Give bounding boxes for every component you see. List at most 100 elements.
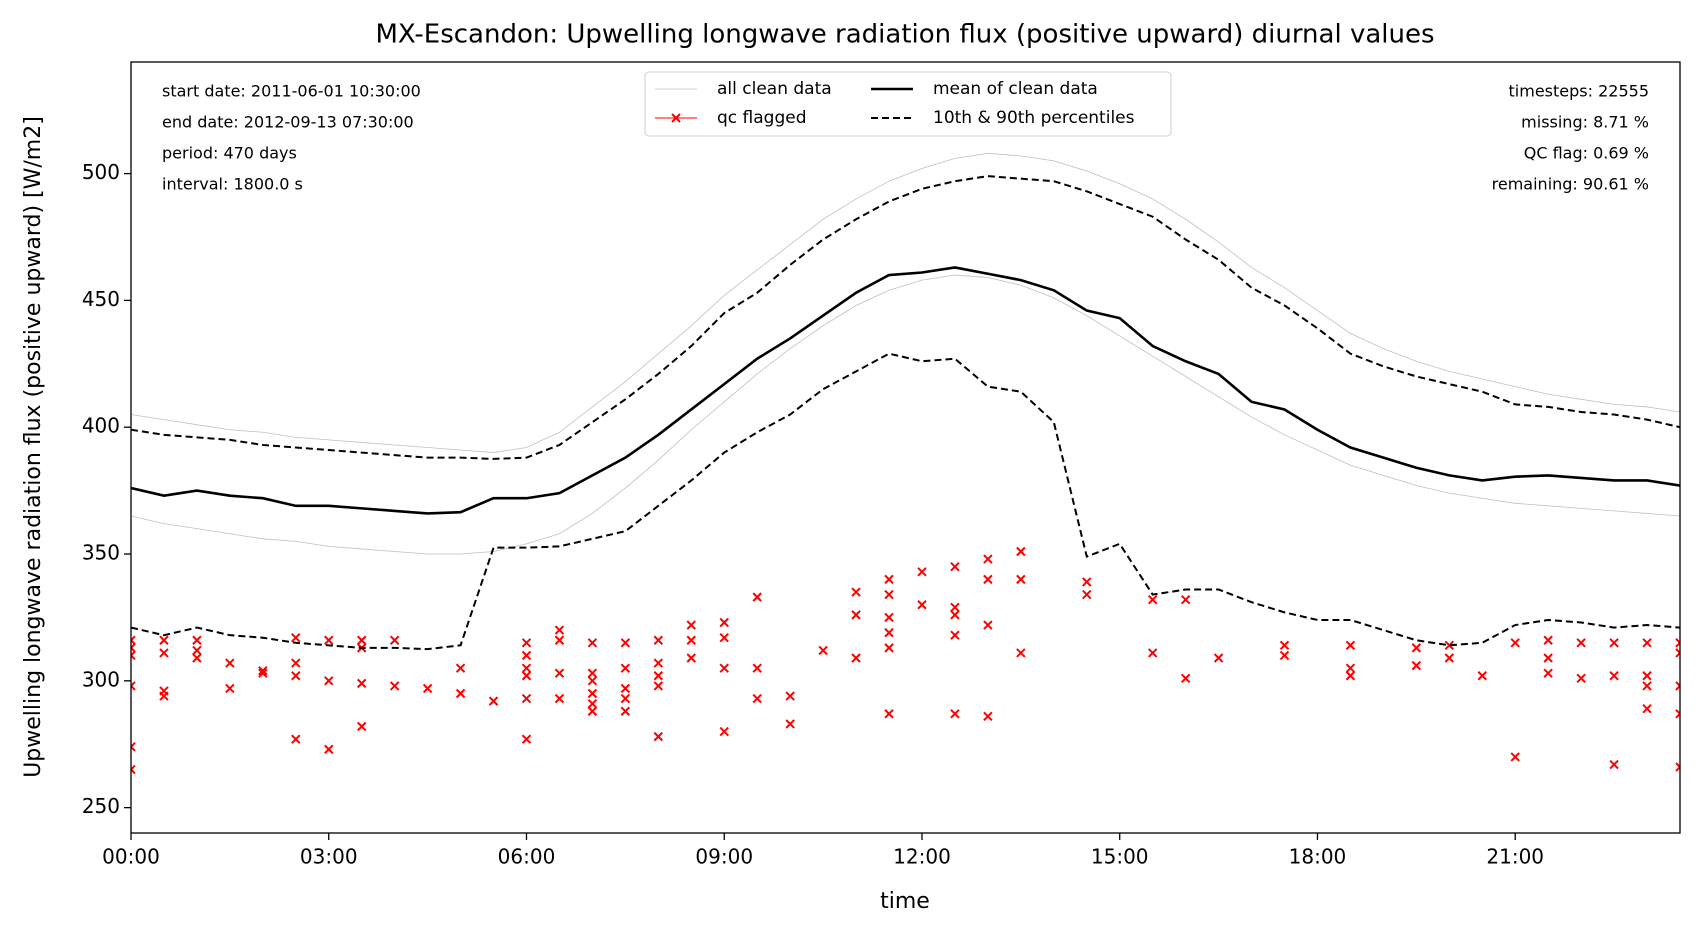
qc-marker bbox=[159, 648, 169, 658]
qc-marker bbox=[521, 734, 532, 744]
qc-marker bbox=[884, 709, 894, 719]
qc-marker bbox=[917, 567, 927, 577]
qc-marker bbox=[488, 696, 499, 706]
qc-marker bbox=[620, 638, 631, 648]
x-tick-label: 15:00 bbox=[1091, 845, 1149, 869]
annotation: start date: 2011-06-01 10:30:00 bbox=[162, 82, 421, 101]
qc-marker bbox=[686, 620, 696, 630]
annotation: missing: 8.71 % bbox=[1521, 113, 1649, 132]
qc-marker bbox=[950, 602, 960, 612]
qc-marker bbox=[324, 744, 334, 755]
qc-marker bbox=[1510, 752, 1520, 762]
qc-marker bbox=[620, 706, 631, 716]
qc-marker bbox=[1411, 660, 1422, 671]
qc-marker bbox=[1576, 673, 1586, 684]
qc-marker bbox=[587, 668, 598, 678]
qc-marker bbox=[818, 645, 828, 656]
qc-marker bbox=[950, 610, 960, 620]
qc-marker bbox=[1444, 640, 1455, 651]
qc-marker bbox=[1213, 653, 1224, 663]
x-axis-label: time bbox=[880, 889, 930, 914]
qc-marker bbox=[1609, 759, 1619, 770]
qc-marker bbox=[1279, 640, 1290, 651]
qc-marker bbox=[587, 688, 598, 699]
qc-marker bbox=[653, 635, 664, 645]
qc-marker bbox=[983, 554, 993, 564]
y-tick-label: 500 bbox=[82, 160, 120, 184]
qc-marker bbox=[131, 764, 136, 775]
qc-marker bbox=[521, 650, 532, 661]
qc-marker bbox=[620, 683, 631, 694]
qc-marker bbox=[719, 726, 729, 737]
qc-marker bbox=[192, 645, 202, 656]
qc-marker bbox=[225, 683, 235, 694]
qc-marker bbox=[455, 688, 466, 699]
qc-marker bbox=[159, 635, 169, 645]
y-tick-label: 400 bbox=[82, 414, 120, 438]
qc-marker bbox=[785, 719, 795, 729]
y-tick-label: 350 bbox=[82, 541, 120, 565]
qc-marker bbox=[131, 650, 136, 661]
qc-marker bbox=[324, 676, 334, 686]
series-line bbox=[131, 175, 1680, 460]
qc-marker bbox=[653, 681, 664, 691]
qc-marker bbox=[1345, 663, 1356, 673]
qc-marker bbox=[1279, 650, 1290, 661]
qc-marker bbox=[1147, 594, 1158, 605]
plot-area bbox=[131, 152, 1680, 775]
qc-marker bbox=[356, 721, 367, 732]
qc-marker bbox=[291, 734, 301, 744]
qc-marker bbox=[521, 693, 532, 704]
qc-marker bbox=[587, 676, 598, 686]
qc-marker bbox=[620, 693, 631, 704]
series-line bbox=[131, 274, 1680, 555]
y-tick-label: 250 bbox=[82, 794, 120, 818]
legend: all clean data qc flagged mean of clean da… bbox=[644, 71, 1172, 137]
qc-marker bbox=[1180, 673, 1191, 684]
qc-marker bbox=[356, 635, 367, 645]
qc-marker bbox=[1180, 594, 1191, 605]
qc-marker bbox=[291, 658, 301, 668]
qc-marker bbox=[1543, 653, 1553, 663]
qc-marker bbox=[884, 574, 894, 585]
qc-marker bbox=[291, 633, 301, 643]
x-tick-label: 12:00 bbox=[893, 845, 951, 869]
chart-title: MX-Escandon: Upwelling longwave radiatio… bbox=[375, 20, 1434, 50]
qc-marker bbox=[1576, 638, 1586, 648]
plot-frame bbox=[130, 61, 1681, 834]
qc-marker bbox=[752, 693, 762, 704]
qc-marker bbox=[620, 663, 631, 673]
qc-marker bbox=[521, 638, 532, 648]
qc-marker bbox=[1510, 638, 1520, 648]
qc-marker bbox=[785, 691, 795, 701]
annotation: timesteps: 22555 bbox=[1509, 82, 1649, 101]
qc-marker bbox=[983, 711, 993, 722]
qc-marker bbox=[752, 663, 762, 673]
x-tick-label: 00:00 bbox=[102, 845, 160, 869]
series-line bbox=[131, 266, 1680, 515]
qc-marker bbox=[1642, 681, 1652, 691]
qc-marker bbox=[131, 681, 136, 691]
qc-marker bbox=[950, 561, 960, 572]
qc-marker bbox=[719, 663, 729, 673]
qc-marker bbox=[192, 635, 202, 645]
qc-marker bbox=[291, 671, 301, 681]
qc-marker bbox=[131, 742, 136, 752]
qc-marker bbox=[225, 658, 235, 668]
qc-marker bbox=[950, 630, 960, 640]
y-tick-label: 450 bbox=[82, 287, 120, 311]
qc-marker bbox=[258, 668, 268, 678]
qc-marker bbox=[1675, 648, 1680, 658]
qc-marker bbox=[851, 653, 861, 663]
qc-marker bbox=[554, 635, 565, 645]
annotation: end date: 2012-09-13 07:30:00 bbox=[162, 113, 414, 132]
qc-marker bbox=[851, 587, 861, 597]
qc-marker bbox=[983, 574, 993, 585]
legend-label: mean of clean data bbox=[933, 79, 1098, 99]
qc-marker bbox=[719, 617, 729, 628]
qc-marker bbox=[521, 663, 532, 673]
qc-marker bbox=[1444, 653, 1455, 663]
qc-marker bbox=[554, 668, 565, 678]
annotation: period: 470 days bbox=[162, 144, 297, 163]
